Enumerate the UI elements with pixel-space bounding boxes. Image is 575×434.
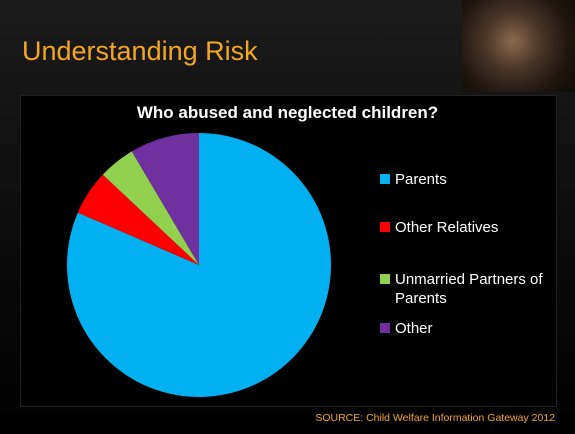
legend-label: Other xyxy=(395,320,433,337)
legend-label: Other Relatives xyxy=(395,219,499,236)
legend-label: Parents xyxy=(395,171,447,188)
legend-swatch xyxy=(380,174,390,184)
legend-item: Unmarried Partners of Parents xyxy=(380,270,550,308)
legend-swatch xyxy=(380,222,390,232)
pie-slice xyxy=(131,133,199,265)
source-note: SOURCE: Child Welfare Information Gatewa… xyxy=(315,412,555,424)
legend-label: Unmarried Partners of Parents xyxy=(395,271,543,307)
pie-slice xyxy=(77,174,199,265)
legend-swatch xyxy=(380,323,390,333)
legend-swatch xyxy=(380,274,390,284)
legend-item: Other Relatives xyxy=(380,218,550,237)
slide-title: Understanding Risk xyxy=(22,36,258,66)
legend-item: Other xyxy=(380,319,550,338)
pie-slice xyxy=(102,151,199,265)
legend-item: Parents xyxy=(380,170,550,189)
chart-title: Who abused and neglected children? xyxy=(136,103,439,122)
pie-slice xyxy=(67,133,331,398)
photo xyxy=(462,0,575,92)
